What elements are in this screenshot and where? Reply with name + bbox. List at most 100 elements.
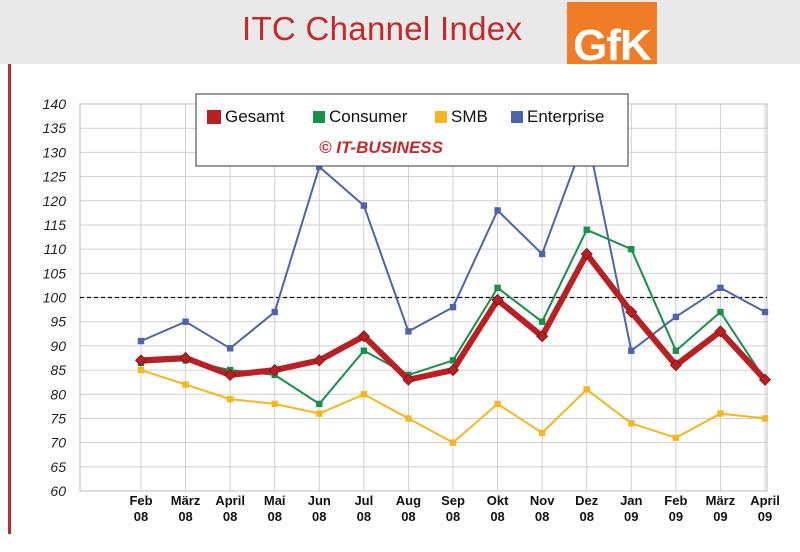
data-point-consumer	[538, 318, 546, 325]
data-point-gesamt	[446, 363, 460, 377]
y-tick-label: 65	[50, 459, 66, 475]
legend-swatch-consumer	[313, 111, 325, 123]
data-point-gesamt	[402, 373, 415, 386]
data-point-gesamt	[357, 330, 370, 343]
data-point-enterprise	[449, 303, 457, 311]
data-point-smb	[449, 439, 457, 446]
data-point-smb	[405, 415, 412, 422]
x-axis: Feb08März08April08Mai08Jun08Jul08Aug08Se…	[129, 493, 779, 524]
x-tick-label: 08	[535, 509, 549, 524]
data-point-smb	[628, 420, 635, 427]
data-point-gesamt	[179, 351, 192, 365]
data-point-consumer	[449, 357, 457, 364]
legend-box	[195, 93, 629, 167]
legend: Gesamt Consumer SMB Enterprise © IT-BUSINES…	[195, 93, 629, 167]
x-tick-label: 08	[312, 509, 326, 524]
data-point-enterprise	[761, 308, 769, 316]
y-tick-label: 120	[43, 193, 67, 209]
x-tick-label: 08	[267, 509, 281, 524]
data-point-gesamt	[758, 373, 772, 386]
x-tick-label: 08	[134, 509, 148, 524]
y-axis: 60 65 70 75 80 85 90 95 100 105 110 115 120 125 130 135…	[43, 96, 67, 499]
data-point-smb	[672, 434, 680, 441]
y-tick-label: 80	[50, 386, 66, 402]
series-gesamt	[134, 247, 772, 386]
data-point-gesamt	[625, 305, 638, 319]
data-point-enterprise	[717, 284, 724, 292]
legend-label-smb: SMB	[451, 107, 488, 126]
x-tick-label: Okt	[487, 493, 509, 508]
data-point-enterprise	[316, 163, 323, 171]
header-band	[0, 0, 800, 64]
data-point-smb	[316, 410, 323, 417]
data-point-smb	[137, 366, 145, 374]
x-tick-label: 08	[446, 509, 460, 524]
data-point-consumer	[583, 226, 590, 233]
legend-label-consumer: Consumer	[329, 107, 408, 126]
y-tick-label: 85	[50, 362, 66, 378]
page-title: ITC Channel Index	[242, 10, 523, 47]
data-point-consumer	[494, 284, 501, 292]
data-point-smb	[226, 395, 234, 403]
data-point-gesamt	[536, 330, 549, 343]
y-tick-label: 115	[44, 217, 67, 233]
x-tick-label: März	[706, 493, 736, 508]
x-tick-label: 08	[223, 509, 237, 524]
data-point-smb	[761, 415, 769, 422]
legend-label-gesamt: Gesamt	[225, 107, 285, 126]
x-tick-label: 09	[713, 509, 727, 524]
line-chart: 60 65 70 75 80 85 90 95 100 105 110 115 120 125 130 135…	[43, 93, 780, 524]
x-tick-label: Feb	[664, 493, 687, 508]
y-tick-label: 70	[50, 435, 66, 451]
data-point-smb	[271, 400, 278, 408]
data-point-gesamt	[669, 359, 682, 372]
y-tick-label: 75	[50, 410, 66, 426]
data-point-enterprise	[628, 347, 635, 354]
data-point-consumer	[316, 400, 323, 408]
series-group	[134, 129, 772, 446]
y-tick-label: 90	[50, 338, 66, 354]
data-point-smb	[360, 391, 368, 398]
x-tick-label: Jul	[354, 493, 373, 508]
data-point-gesamt	[491, 293, 504, 306]
x-tick-label: Feb	[129, 493, 152, 508]
y-tick-label: 130	[43, 144, 67, 160]
legend-swatch-smb	[435, 111, 447, 123]
x-tick-label: Jan	[620, 493, 642, 508]
x-tick-label: 09	[669, 509, 683, 524]
data-point-enterprise	[672, 313, 680, 321]
data-point-enterprise	[226, 345, 234, 352]
data-point-gesamt	[134, 354, 148, 367]
y-tick-label: 140	[43, 96, 67, 112]
y-tick-label: 135	[43, 120, 67, 136]
data-point-smb	[538, 429, 546, 437]
data-point-smb	[494, 400, 501, 408]
data-point-enterprise	[182, 318, 189, 325]
x-tick-label: März	[171, 493, 201, 508]
data-point-enterprise	[137, 337, 145, 345]
data-point-enterprise	[494, 207, 501, 214]
data-point-consumer	[628, 245, 635, 253]
x-tick-label: Mai	[264, 493, 286, 508]
data-point-gesamt	[580, 247, 593, 261]
x-tick-label: April	[215, 493, 245, 508]
x-tick-label: 08	[490, 509, 504, 524]
chart-panel: 60 65 70 75 80 85 90 95 100 105 110 115 120 125 130 135…	[8, 64, 797, 534]
series-smb	[137, 366, 769, 446]
y-tick-label: 95	[50, 314, 66, 330]
data-point-enterprise	[405, 328, 412, 335]
data-point-gesamt	[224, 368, 237, 381]
data-point-enterprise	[538, 250, 546, 258]
data-point-gesamt	[714, 325, 727, 338]
y-tick-label: 60	[50, 483, 66, 499]
legend-swatch-gesamt	[207, 110, 221, 124]
y-tick-label: 125	[43, 169, 67, 185]
data-point-consumer	[717, 308, 724, 316]
data-point-smb	[182, 381, 189, 388]
x-tick-label: Dez	[575, 493, 599, 508]
data-point-gesamt	[313, 354, 326, 367]
x-tick-label: 08	[579, 509, 593, 524]
legend-copyright: © IT-BUSINESS	[319, 138, 444, 157]
x-tick-label: Nov	[530, 493, 555, 508]
x-tick-label: 09	[624, 509, 638, 524]
